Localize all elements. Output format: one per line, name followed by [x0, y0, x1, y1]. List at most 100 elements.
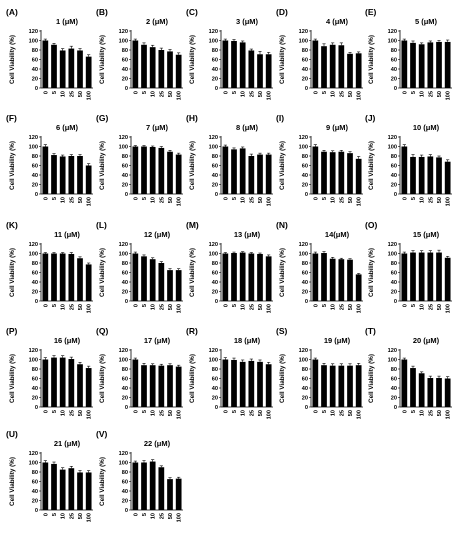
y-tick-label: 80: [391, 261, 397, 267]
bar: [257, 54, 263, 88]
y-axis-label: Cell Viability (%): [189, 248, 196, 297]
y-tick-label: 120: [209, 135, 218, 141]
chart-title: 7 (μM): [146, 123, 169, 132]
y-tick-label: 40: [32, 67, 38, 73]
y-axis-label: Cell Viability (%): [99, 141, 106, 190]
bar: [222, 359, 229, 407]
y-tick-label: 20: [122, 183, 128, 189]
chart-title: 8 (μM): [236, 123, 259, 132]
y-tick-label: 0: [394, 299, 397, 305]
y-tick-label: 100: [209, 145, 218, 151]
y-tick-label: 60: [122, 377, 128, 383]
bar: [158, 50, 165, 88]
panel-label: (M): [186, 220, 199, 230]
y-tick-label: 80: [122, 470, 128, 476]
y-tick-label: 40: [302, 67, 308, 73]
bar: [418, 252, 425, 301]
y-tick-label: 80: [32, 154, 38, 160]
x-tick-label: 5: [142, 197, 148, 200]
x-tick-label: 50: [348, 91, 354, 97]
y-tick-label: 120: [299, 29, 308, 35]
x-tick-label: 0: [402, 197, 408, 200]
panel-label: (I): [276, 113, 284, 123]
bar: [329, 258, 336, 301]
x-tick-label: 10: [331, 197, 337, 203]
y-tick-label: 80: [32, 367, 38, 373]
bar: [347, 53, 353, 88]
bar: [42, 146, 49, 194]
bar: [436, 378, 442, 407]
x-tick-label: 50: [78, 91, 84, 97]
bar: [59, 469, 66, 510]
panel-label: (N): [276, 220, 288, 230]
y-tick-label: 60: [122, 480, 128, 486]
bar: [42, 359, 49, 407]
bar: [239, 361, 246, 407]
y-tick-label: 20: [212, 396, 218, 402]
x-tick-label: 10: [241, 304, 247, 310]
bar: [68, 359, 75, 407]
chart-panel: (G)7 (μM)Cell Viability (%)0204060801001…: [96, 113, 183, 206]
y-tick-label: 120: [388, 242, 397, 248]
bar: [149, 146, 156, 194]
chart-panel: (J)10 (μM)Cell Viability (%)020406080100…: [365, 113, 452, 206]
y-tick-label: 20: [32, 183, 38, 189]
x-tick-label: 10: [151, 197, 157, 203]
chart-panel: (T)20 (μM)Cell Viability (%)020406080100…: [365, 326, 452, 419]
bar: [149, 47, 156, 88]
x-tick-label: 25: [159, 91, 165, 97]
y-tick-label: 0: [305, 405, 308, 411]
bar: [355, 158, 362, 194]
y-axis-label: Cell Viability (%): [189, 35, 196, 84]
y-tick-label: 60: [391, 58, 397, 64]
y-tick-label: 120: [299, 135, 308, 141]
chart-panel: (Q)17 (μM)Cell Viability (%)020406080100…: [96, 326, 183, 419]
chart-title: 9 (μM): [326, 123, 349, 132]
x-tick-label: 0: [133, 410, 139, 413]
x-tick-label: 25: [428, 410, 434, 416]
y-tick-label: 120: [29, 135, 38, 141]
bar: [77, 364, 83, 407]
x-tick-label: 25: [69, 513, 75, 519]
bar: [141, 365, 147, 407]
bar: [257, 253, 263, 301]
x-tick-label: 100: [357, 304, 363, 313]
y-tick-label: 80: [302, 154, 308, 160]
x-tick-label: 50: [437, 410, 443, 416]
y-tick-label: 120: [388, 29, 397, 35]
chart-panel: (K)11 (μM)Cell Viability (%)020406080100…: [6, 220, 93, 313]
x-tick-label: 50: [168, 197, 174, 203]
x-tick-label: 5: [52, 513, 58, 516]
x-tick-label: 25: [159, 513, 165, 519]
x-tick-label: 25: [249, 197, 255, 203]
bar: [222, 253, 229, 301]
chart-title: 22 (μM): [144, 439, 171, 448]
chart-title: 3 (μM): [236, 17, 259, 26]
x-tick-label: 0: [402, 410, 408, 413]
y-axis-label: Cell Viability (%): [9, 354, 16, 403]
x-tick-label: 50: [258, 91, 264, 97]
bar: [167, 51, 173, 88]
x-tick-label: 0: [402, 91, 408, 94]
y-tick-label: 40: [122, 489, 128, 495]
y-tick-label: 0: [394, 86, 397, 92]
x-tick-label: 10: [241, 91, 247, 97]
panel-label: (E): [365, 7, 377, 17]
x-tick-label: 25: [159, 197, 165, 203]
bar: [444, 378, 451, 407]
chart-title: 20 (μM): [413, 336, 440, 345]
x-tick-label: 10: [151, 410, 157, 416]
y-tick-label: 0: [125, 405, 128, 411]
y-tick-label: 20: [122, 77, 128, 83]
y-tick-label: 80: [391, 367, 397, 373]
y-tick-label: 20: [302, 77, 308, 83]
bar: [410, 156, 416, 194]
x-tick-label: 50: [348, 304, 354, 310]
bar: [248, 50, 255, 88]
y-tick-label: 20: [391, 77, 397, 83]
y-tick-label: 40: [32, 386, 38, 392]
x-tick-label: 5: [232, 197, 238, 200]
x-tick-label: 5: [52, 410, 58, 413]
bar: [265, 154, 272, 194]
y-tick-label: 60: [212, 58, 218, 64]
